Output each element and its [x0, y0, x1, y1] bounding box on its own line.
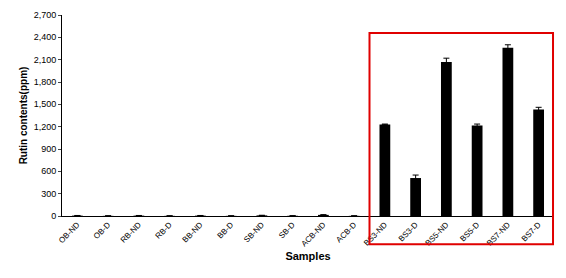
svg-text:OB-ND: OB-ND	[57, 220, 82, 245]
svg-text:Samples: Samples	[285, 250, 330, 262]
svg-text:BS3-D: BS3-D	[397, 220, 420, 243]
svg-text:BS7-ND: BS7-ND	[485, 220, 512, 247]
svg-text:OB-D: OB-D	[92, 220, 113, 241]
svg-text:SB-D: SB-D	[277, 220, 297, 240]
svg-text:SB-ND: SB-ND	[242, 220, 266, 244]
svg-text:1,500: 1,500	[34, 99, 57, 109]
svg-text:BS5-D: BS5-D	[458, 220, 481, 243]
svg-text:2,700: 2,700	[34, 10, 57, 20]
svg-text:ACB-ND: ACB-ND	[300, 220, 328, 248]
svg-text:BB-ND: BB-ND	[181, 220, 205, 244]
svg-text:BB-D: BB-D	[215, 220, 235, 240]
svg-text:0: 0	[51, 211, 56, 221]
svg-text:ACB-D: ACB-D	[334, 220, 358, 244]
svg-text:Rutin contents(ppm): Rutin contents(ppm)	[18, 67, 29, 165]
svg-text:900: 900	[41, 144, 56, 154]
svg-text:2,400: 2,400	[34, 32, 57, 42]
svg-text:1,200: 1,200	[34, 122, 57, 132]
svg-text:BS5-ND: BS5-ND	[424, 220, 451, 247]
svg-text:BS3-ND: BS3-ND	[362, 220, 389, 247]
svg-text:RB-ND: RB-ND	[119, 220, 143, 244]
svg-text:BS7-D: BS7-D	[520, 220, 543, 243]
svg-text:300: 300	[41, 189, 56, 199]
svg-text:1,800: 1,800	[34, 77, 57, 87]
svg-text:RB-D: RB-D	[154, 220, 174, 240]
svg-text:600: 600	[41, 166, 56, 176]
svg-text:2,100: 2,100	[34, 55, 57, 65]
